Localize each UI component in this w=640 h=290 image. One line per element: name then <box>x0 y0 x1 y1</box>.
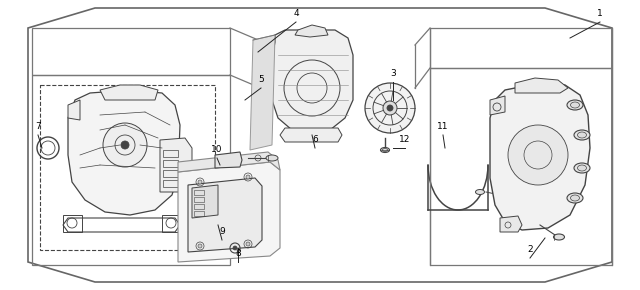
Circle shape <box>198 180 202 184</box>
Circle shape <box>508 125 568 185</box>
Circle shape <box>103 123 147 167</box>
Bar <box>163 160 178 167</box>
Bar <box>194 204 204 209</box>
Circle shape <box>246 242 250 246</box>
Ellipse shape <box>499 193 509 198</box>
Circle shape <box>365 83 415 133</box>
Ellipse shape <box>574 163 590 173</box>
Ellipse shape <box>567 100 583 110</box>
Text: 6: 6 <box>312 135 318 144</box>
Text: 11: 11 <box>437 122 449 131</box>
Polygon shape <box>215 152 242 168</box>
Text: 7: 7 <box>35 122 41 131</box>
Bar <box>163 180 178 187</box>
Polygon shape <box>178 152 280 172</box>
Ellipse shape <box>577 165 586 171</box>
Polygon shape <box>515 78 568 93</box>
Text: 2: 2 <box>527 245 533 254</box>
Ellipse shape <box>476 189 484 195</box>
Text: 1: 1 <box>597 9 603 18</box>
Text: 5: 5 <box>258 75 264 84</box>
Bar <box>194 197 204 202</box>
Polygon shape <box>192 185 218 218</box>
Ellipse shape <box>266 155 278 161</box>
Ellipse shape <box>570 102 579 108</box>
Text: 4: 4 <box>293 9 299 18</box>
Ellipse shape <box>570 195 579 201</box>
Polygon shape <box>500 216 522 232</box>
Polygon shape <box>490 83 590 230</box>
Ellipse shape <box>567 193 583 203</box>
Ellipse shape <box>381 148 390 153</box>
Bar <box>194 211 204 216</box>
Text: 9: 9 <box>219 227 225 236</box>
Polygon shape <box>250 35 275 150</box>
Circle shape <box>198 244 202 248</box>
Polygon shape <box>68 100 80 120</box>
Circle shape <box>121 141 129 149</box>
Polygon shape <box>100 85 158 100</box>
Text: 3: 3 <box>390 69 396 78</box>
Bar <box>163 170 178 177</box>
Ellipse shape <box>577 132 586 138</box>
Circle shape <box>387 105 393 111</box>
Bar <box>163 150 178 157</box>
Polygon shape <box>272 30 353 135</box>
Text: 8: 8 <box>235 249 241 258</box>
Bar <box>194 190 204 195</box>
Polygon shape <box>188 178 262 252</box>
Circle shape <box>233 246 237 250</box>
Circle shape <box>383 101 397 115</box>
Polygon shape <box>490 96 505 115</box>
Text: 12: 12 <box>399 135 411 144</box>
Polygon shape <box>295 25 328 37</box>
Polygon shape <box>68 90 180 215</box>
Ellipse shape <box>574 130 590 140</box>
Text: 10: 10 <box>211 145 223 154</box>
Polygon shape <box>280 128 342 142</box>
Polygon shape <box>160 138 192 192</box>
Ellipse shape <box>554 234 564 240</box>
Bar <box>40 85 215 250</box>
Polygon shape <box>178 162 280 262</box>
Circle shape <box>246 175 250 179</box>
